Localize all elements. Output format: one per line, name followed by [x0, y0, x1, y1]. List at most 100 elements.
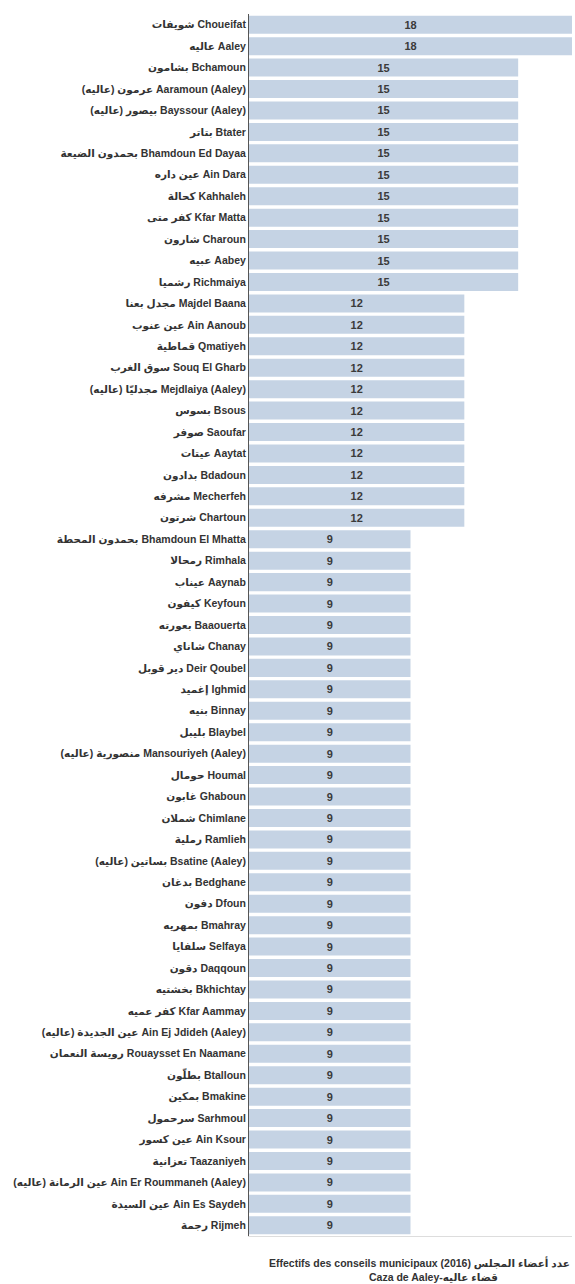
svg-text:دير قوبل Deir Qoubel: دير قوبل Deir Qoubel	[138, 662, 246, 675]
svg-text:رملية Ramlieh: رملية Ramlieh	[175, 833, 246, 846]
svg-text:9: 9	[327, 1026, 333, 1038]
svg-text:18: 18	[404, 40, 416, 52]
svg-text:كفر عميه Kfar Aammay: كفر عميه Kfar Aammay	[128, 1005, 246, 1018]
svg-text:مشرفه Mecherfeh: مشرفه Mecherfeh	[153, 490, 245, 503]
svg-text:رمحالا Rimhala: رمحالا Rimhala	[170, 554, 246, 567]
svg-text:12: 12	[351, 383, 363, 395]
svg-text:15: 15	[377, 233, 389, 245]
svg-text:إغميد Ighmid: إغميد Ighmid	[180, 683, 246, 696]
svg-text:12: 12	[351, 426, 363, 438]
svg-text:بساتين (عاليه) Bsatine (Aaley): بساتين (عاليه) Bsatine (Aaley)	[95, 854, 246, 867]
svg-text:بحمدون المحطة Bhamdoun El Mhat: بحمدون المحطة Bhamdoun El Mhatta	[57, 533, 246, 546]
svg-text:بتاتر Btater: بتاتر Btater	[189, 126, 246, 139]
svg-text:سوق الغرب Souq El Gharb: سوق الغرب Souq El Gharb	[110, 361, 246, 374]
svg-text:عيناب Aaynab: عيناب Aaynab	[175, 576, 246, 588]
svg-text:9: 9	[327, 1219, 333, 1231]
svg-text:9: 9	[327, 705, 333, 717]
svg-text:9: 9	[327, 598, 333, 610]
svg-text:9: 9	[327, 1091, 333, 1103]
svg-text:بخشتيه Bkhichtay: بخشتيه Bkhichtay	[156, 983, 246, 995]
svg-text:بيصور (عاليه) Bayssour (Aaley): بيصور (عاليه) Bayssour (Aaley)	[90, 104, 246, 117]
svg-text:9: 9	[327, 812, 333, 824]
svg-text:سرحمول Sarhmoul: سرحمول Sarhmoul	[147, 1112, 246, 1125]
svg-text:9: 9	[327, 1176, 333, 1188]
svg-text:15: 15	[377, 62, 389, 74]
svg-text:9: 9	[327, 1155, 333, 1167]
svg-text:9: 9	[327, 1005, 333, 1017]
svg-text:15: 15	[377, 147, 389, 159]
svg-text:12: 12	[351, 447, 363, 459]
svg-text:رويسة النعمان Rouaysset En Naa: رويسة النعمان Rouaysset En Naamane	[50, 1047, 246, 1060]
svg-text:9: 9	[327, 1112, 333, 1124]
svg-text:عين عنوب Ain Aanoub: عين عنوب Ain Aanoub	[132, 319, 246, 332]
svg-text:قماطية Qmatiyeh: قماطية Qmatiyeh	[157, 340, 246, 352]
svg-text:تعزانية Taazaniyeh: تعزانية Taazaniyeh	[153, 1155, 246, 1168]
svg-text:12: 12	[351, 340, 363, 352]
svg-text:صوفر Saoufar: صوفر Saoufar	[173, 426, 246, 439]
svg-text:غابون Ghaboun: غابون Ghaboun	[166, 790, 246, 803]
svg-text:عين السيدة Ain Es Saydeh: عين السيدة Ain Es Saydeh	[111, 1198, 245, 1211]
svg-text:عين كسور Ain Ksour: عين كسور Ain Ksour	[139, 1133, 246, 1146]
svg-text:عين داره Ain Dara: عين داره Ain Dara	[155, 168, 246, 181]
svg-text:9: 9	[327, 1069, 333, 1081]
svg-text:دقون Daqqoun: دقون Daqqoun	[170, 962, 246, 975]
svg-text:منصورية (عاليه) Mansouriyeh (A: منصورية (عاليه) Mansouriyeh (Aaley)	[61, 747, 246, 760]
svg-text:رشميا Richmaiya: رشميا Richmaiya	[159, 276, 246, 289]
svg-text:9: 9	[327, 898, 333, 910]
svg-text:شاناي Chanay: شاناي Chanay	[173, 640, 246, 653]
svg-text:9: 9	[327, 1048, 333, 1060]
svg-text:بطلّون Btalloun: بطلّون Btalloun	[167, 1068, 246, 1082]
svg-text:كفر متى Kfar Matta: كفر متى Kfar Matta	[147, 211, 246, 224]
svg-text:12: 12	[351, 405, 363, 417]
svg-text:9: 9	[327, 619, 333, 631]
svg-text:15: 15	[377, 126, 389, 138]
svg-text:كحالة Kahhaleh: كحالة Kahhaleh	[168, 190, 246, 202]
svg-text:عين الرمانة (عاليه) Ain Er Rou: عين الرمانة (عاليه) Ain Er Roummaneh (Aa…	[13, 1176, 246, 1189]
svg-text:عرمون (عاليه) Aaramoun (Aaley): عرمون (عاليه) Aaramoun (Aaley)	[82, 83, 246, 96]
svg-text:بمكين Bmakine: بمكين Bmakine	[168, 1090, 246, 1103]
svg-text:15: 15	[377, 169, 389, 181]
svg-text:9: 9	[327, 662, 333, 674]
svg-text:9: 9	[327, 726, 333, 738]
svg-text:9: 9	[327, 769, 333, 781]
svg-text:9: 9	[327, 791, 333, 803]
svg-text:12: 12	[351, 297, 363, 309]
svg-text:15: 15	[377, 190, 389, 202]
svg-text:Effectifs des conseils municip: Effectifs des conseils municipaux (2016)…	[269, 1256, 570, 1270]
svg-text:بمهريه Bmahray: بمهريه Bmahray	[163, 919, 246, 932]
svg-text:12: 12	[351, 319, 363, 331]
svg-text:12: 12	[351, 512, 363, 524]
svg-text:بحمدون الضيعة Bhamdoun Ed Daya: بحمدون الضيعة Bhamdoun Ed Dayaa	[60, 147, 246, 160]
svg-text:15: 15	[377, 212, 389, 224]
svg-text:بشامون Bchamoun: بشامون Bchamoun	[148, 61, 246, 74]
svg-text:9: 9	[327, 555, 333, 567]
svg-text:عبيه Aabey: عبيه Aabey	[189, 254, 246, 266]
svg-text:9: 9	[327, 962, 333, 974]
svg-text:شارون Charoun: شارون Charoun	[164, 233, 246, 246]
svg-text:عاليه Aaley: عاليه Aaley	[189, 40, 246, 52]
svg-text:عيتات Aaytat: عيتات Aaytat	[181, 447, 247, 459]
svg-text:شرتون Chartoun: شرتون Chartoun	[160, 511, 246, 524]
svg-text:9: 9	[327, 833, 333, 845]
svg-text:دفون Dfoun: دفون Dfoun	[185, 897, 246, 910]
svg-text:كيفون Keyfoun: كيفون Keyfoun	[167, 597, 245, 610]
svg-text:Caza de Aaley-قضاء عاليه: Caza de Aaley-قضاء عاليه	[369, 1271, 498, 1283]
svg-text:بنيه Binnay: بنيه Binnay	[189, 704, 246, 716]
svg-text:9: 9	[327, 1198, 333, 1210]
svg-text:9: 9	[327, 876, 333, 888]
svg-text:9: 9	[327, 748, 333, 760]
svg-text:عين الجديدة (عاليه) Ain Ej Jdi: عين الجديدة (عاليه) Ain Ej Jdideh (Aaley…	[42, 1026, 246, 1039]
svg-text:بعورته Baaouerta: بعورته Baaouerta	[159, 619, 246, 632]
svg-text:9: 9	[327, 919, 333, 931]
svg-text:9: 9	[327, 533, 333, 545]
svg-text:9: 9	[327, 983, 333, 995]
svg-text:9: 9	[327, 683, 333, 695]
svg-text:15: 15	[377, 83, 389, 95]
svg-text:18: 18	[404, 19, 416, 31]
svg-text:رجمة Rijmeh: رجمة Rijmeh	[181, 1219, 246, 1232]
svg-text:بدادون Bdadoun: بدادون Bdadoun	[163, 469, 246, 482]
svg-text:9: 9	[327, 1134, 333, 1146]
svg-text:بسوس Bsous: بسوس Bsous	[175, 404, 246, 417]
svg-text:حومال Houmal: حومال Houmal	[171, 769, 246, 782]
svg-text:9: 9	[327, 576, 333, 588]
